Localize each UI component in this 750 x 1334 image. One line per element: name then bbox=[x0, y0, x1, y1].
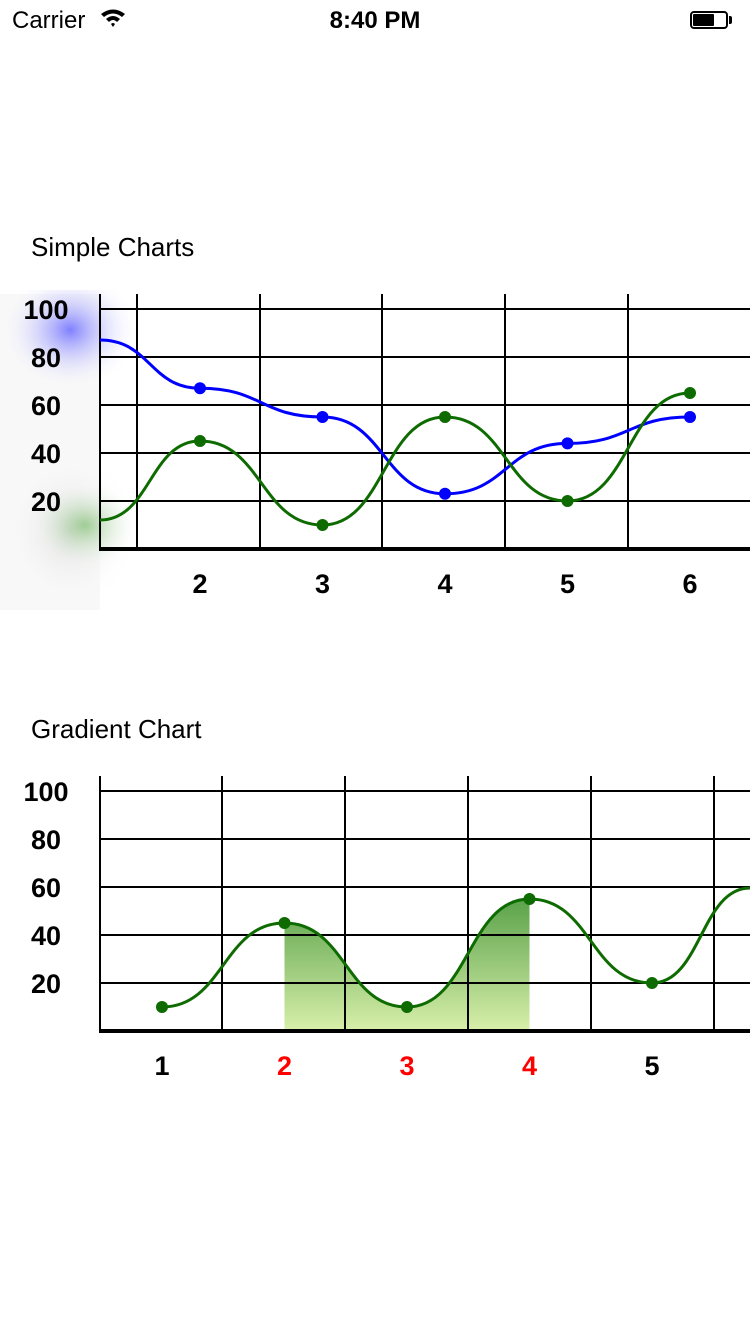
y-tick-label: 80 bbox=[31, 343, 61, 373]
series-line bbox=[161, 886, 750, 1009]
x-tick-label: 6 bbox=[682, 569, 697, 599]
y-tick-label: 100 bbox=[23, 295, 68, 325]
data-point bbox=[561, 495, 574, 507]
data-point bbox=[646, 977, 658, 989]
data-point bbox=[523, 893, 536, 905]
x-tick-label: 5 bbox=[560, 569, 575, 599]
x-tick-label: 3 bbox=[315, 569, 330, 599]
x-tick-label: 4 bbox=[522, 1051, 537, 1081]
y-tick-label: 100 bbox=[23, 777, 68, 807]
x-tick-label: 1 bbox=[154, 1051, 169, 1081]
data-point bbox=[156, 1001, 168, 1013]
x-tick-label: 2 bbox=[277, 1051, 292, 1081]
data-point bbox=[561, 437, 574, 450]
series-line bbox=[99, 391, 691, 527]
data-point bbox=[439, 411, 451, 423]
data-point bbox=[439, 487, 451, 500]
x-tick-label: 5 bbox=[644, 1051, 659, 1081]
data-point bbox=[194, 382, 206, 395]
y-tick-label: 20 bbox=[31, 969, 61, 999]
wifi-icon bbox=[101, 9, 125, 27]
y-axis-shadow bbox=[0, 290, 140, 610]
x-tick-label: 3 bbox=[399, 1051, 414, 1081]
x-tick-label: 4 bbox=[437, 569, 452, 599]
status-bar: Carrier 8:40 PM bbox=[0, 0, 750, 40]
y-tick-label: 80 bbox=[31, 825, 61, 855]
y-tick-label: 60 bbox=[31, 391, 61, 421]
simple-line-chart: 20 40 60 80 100 2 3 4 5 6 bbox=[0, 290, 750, 610]
simple-charts-title: Simple Charts bbox=[31, 232, 195, 262]
y-tick-label: 40 bbox=[31, 439, 61, 469]
y-tick-label: 60 bbox=[31, 873, 61, 903]
gradient-chart-title: Gradient Chart bbox=[31, 714, 202, 744]
x-tick-label: 2 bbox=[192, 569, 207, 599]
data-point bbox=[684, 411, 696, 423]
data-point bbox=[278, 917, 291, 929]
gradient-area-chart: 20 40 60 80 100 1 2 3 4 5 bbox=[23, 776, 750, 1081]
data-point bbox=[316, 411, 329, 423]
y-tick-label: 40 bbox=[31, 921, 61, 951]
data-point bbox=[194, 435, 206, 447]
data-point bbox=[401, 1001, 413, 1013]
battery-icon bbox=[690, 11, 732, 29]
data-point bbox=[684, 387, 696, 399]
data-point bbox=[316, 519, 329, 531]
series-line bbox=[99, 338, 691, 496]
carrier-label: Carrier bbox=[12, 7, 86, 34]
status-time: 8:40 PM bbox=[329, 7, 421, 34]
y-tick-label: 20 bbox=[31, 487, 61, 517]
